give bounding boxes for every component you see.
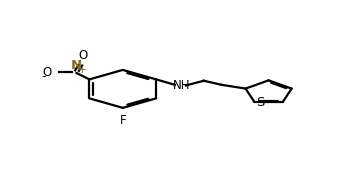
Text: +: + (78, 65, 87, 75)
Text: F: F (120, 114, 126, 127)
Text: O: O (43, 66, 52, 79)
Text: N: N (71, 59, 82, 72)
Text: S: S (256, 96, 264, 109)
Text: NH: NH (173, 79, 191, 92)
Text: O: O (78, 49, 87, 62)
Text: -: - (41, 70, 46, 83)
